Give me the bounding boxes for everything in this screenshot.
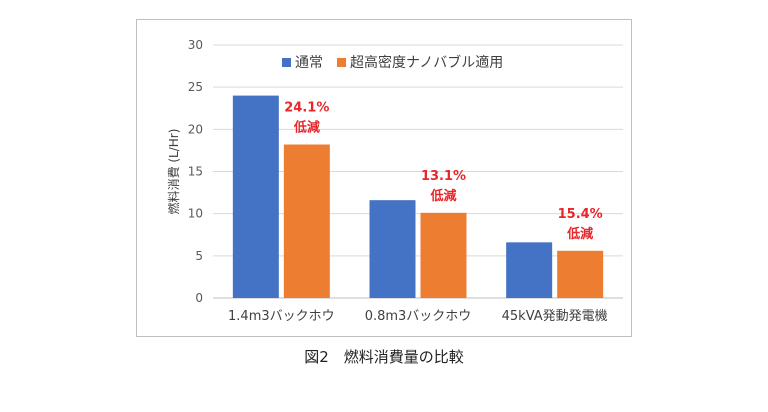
x-tick-label: 45kVA発動発電機 [502,309,608,324]
reduction-percent-label: 13.1% [421,169,466,184]
reduction-text-label: 低減 [429,188,456,204]
legend-swatch-normal [282,58,291,67]
legend-swatch-nanobubble [337,58,346,67]
bar-normal [232,95,279,298]
bar-chart: 0 5 10 15 20 25 30 燃料消費 (L/Hr) 1.4m3バックホウ 0.8m3バッ… [166,38,623,324]
y-axis-label: 燃料消費 (L/Hr) [166,129,181,215]
legend-label-normal: 通常 [295,55,323,71]
bar-normal [506,242,553,298]
bar-nanobubble [283,144,330,298]
legend-label-nanobubble: 超高密度ナノバブル適用 [350,54,503,71]
y-tick-label: 10 [188,207,203,221]
reduction-percent-label: 24.1% [284,101,329,116]
bar-nanobubble [420,212,467,298]
bar-normal [369,200,416,298]
figure-caption: 図2 燃料消費量の比較 [304,348,464,366]
bar-nanobubble [557,250,604,298]
y-tick-label: 5 [195,249,203,263]
reduction-percent-label: 15.4% [558,207,603,222]
y-tick-label: 15 [188,165,203,179]
y-tick-label: 25 [188,80,203,94]
x-tick-label: 1.4m3バックホウ [228,309,335,324]
y-tick-label: 30 [188,38,203,52]
reduction-text-label: 低減 [293,120,320,136]
y-tick-label: 20 [188,122,203,136]
y-tick-label: 0 [195,291,203,305]
x-tick-label: 0.8m3バックホウ [365,309,472,324]
reduction-text-label: 低減 [566,226,593,242]
